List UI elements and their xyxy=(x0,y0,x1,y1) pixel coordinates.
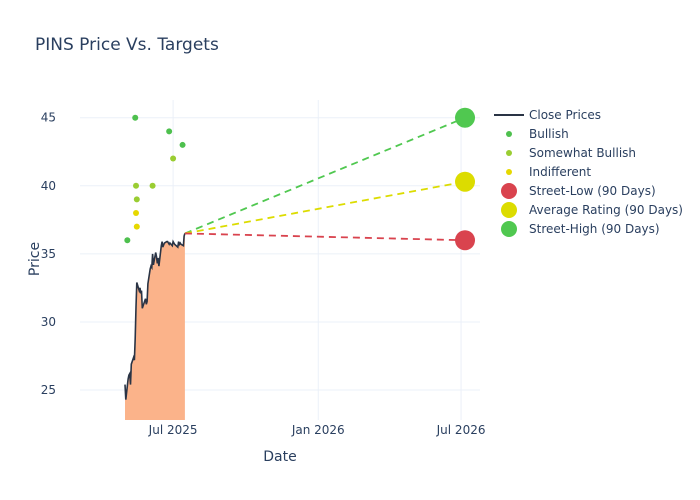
bullish-rating-point xyxy=(179,141,186,148)
plot-area xyxy=(124,107,476,420)
street-high-projection-line xyxy=(184,116,466,235)
legend[interactable]: Close Prices Bullish Somewhat Bullish Indif… xyxy=(494,108,683,237)
legend-dot-swatch xyxy=(506,150,512,156)
legend-item-close[interactable]: Close Prices xyxy=(494,108,601,122)
x-tick-label: Jul 2026 xyxy=(436,423,486,437)
axis-ticks: 25 30 35 40 45 Jul 2025 Jan 2026 Jul 2026 xyxy=(41,111,486,437)
legend-marker-swatch xyxy=(501,221,517,237)
legend-item-street-high[interactable]: Street-High (90 Days) xyxy=(501,221,660,237)
average-target-marker xyxy=(455,171,476,192)
legend-marker-swatch xyxy=(501,202,517,218)
chart-title: PINS Price Vs. Targets xyxy=(35,35,219,55)
y-tick-label: 30 xyxy=(41,315,56,329)
bullish-rating-point xyxy=(166,128,173,135)
legend-label: Street-Low (90 Days) xyxy=(529,184,656,198)
legend-label: Street-High (90 Days) xyxy=(529,222,660,236)
indifferent-rating-point xyxy=(133,223,140,230)
legend-item-somewhat-bullish[interactable]: Somewhat Bullish xyxy=(506,146,636,160)
close-price-line xyxy=(124,233,186,400)
somewhat-bullish-rating-point xyxy=(133,182,140,189)
legend-label: Close Prices xyxy=(529,108,601,122)
legend-item-street-low[interactable]: Street-Low (90 Days) xyxy=(501,183,656,199)
legend-marker-swatch xyxy=(501,183,517,199)
legend-label: Average Rating (90 Days) xyxy=(529,203,683,217)
y-tick-label: 45 xyxy=(41,111,56,125)
y-tick-label: 25 xyxy=(41,383,56,397)
legend-label: Bullish xyxy=(529,127,569,141)
legend-item-indifferent[interactable]: Indifferent xyxy=(506,165,591,179)
legend-label: Somewhat Bullish xyxy=(529,146,636,160)
close-price-area xyxy=(125,233,185,420)
average-projection-line xyxy=(184,180,466,235)
legend-item-bullish[interactable]: Bullish xyxy=(506,127,569,141)
y-tick-label: 35 xyxy=(41,247,56,261)
legend-label: Indifferent xyxy=(529,165,591,179)
somewhat-bullish-rating-point xyxy=(170,155,177,162)
x-axis-title: Date xyxy=(263,449,296,465)
x-tick-label: Jul 2025 xyxy=(148,423,198,437)
legend-dot-swatch xyxy=(506,131,512,137)
bullish-rating-point xyxy=(124,237,131,244)
y-tick-label: 40 xyxy=(41,179,56,193)
somewhat-bullish-rating-point xyxy=(149,182,156,189)
bullish-rating-point xyxy=(132,114,139,121)
street-low-target-marker xyxy=(455,230,476,251)
street-high-target-marker xyxy=(455,107,476,128)
street-low-projection-line xyxy=(184,232,466,242)
legend-dot-swatch xyxy=(506,169,512,175)
x-tick-label: Jan 2026 xyxy=(291,423,345,437)
indifferent-rating-point xyxy=(133,210,140,217)
y-axis-title: Price xyxy=(27,242,43,276)
legend-item-average[interactable]: Average Rating (90 Days) xyxy=(501,202,683,218)
somewhat-bullish-rating-point xyxy=(133,196,140,203)
